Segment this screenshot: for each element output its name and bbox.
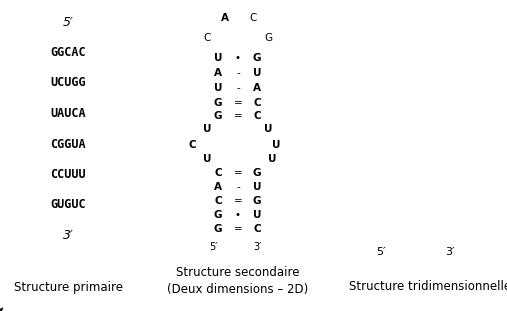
Text: G: G [253, 196, 261, 206]
Text: U: U [272, 140, 280, 150]
Text: G: G [264, 33, 272, 43]
Text: 5′: 5′ [209, 242, 218, 252]
Text: 3′: 3′ [445, 247, 455, 257]
Text: UAUCA: UAUCA [50, 107, 86, 120]
Text: 3′: 3′ [254, 242, 262, 252]
Text: C: C [203, 33, 211, 43]
Text: (Deux dimensions – 2D): (Deux dimensions – 2D) [167, 284, 309, 296]
Text: C: C [253, 111, 261, 121]
Text: 5′: 5′ [62, 16, 74, 29]
Text: CGGUA: CGGUA [50, 137, 86, 151]
Text: U: U [253, 68, 261, 78]
Text: 3′: 3′ [62, 229, 74, 242]
Text: U: U [214, 53, 222, 63]
Text: =: = [234, 98, 242, 108]
Text: Structure secondaire: Structure secondaire [176, 266, 300, 278]
Text: U: U [214, 83, 222, 93]
Text: =: = [234, 224, 242, 234]
Text: 5′: 5′ [376, 247, 386, 257]
Text: -: - [236, 182, 240, 192]
Text: •: • [235, 210, 241, 220]
Text: =: = [234, 111, 242, 121]
Text: C: C [188, 140, 196, 150]
Text: =: = [234, 196, 242, 206]
Text: G: G [253, 168, 261, 178]
Text: G: G [214, 98, 222, 108]
Text: C: C [214, 168, 222, 178]
Text: A: A [221, 13, 229, 23]
Text: Structure primaire: Structure primaire [14, 281, 123, 295]
Text: GUGUC: GUGUC [50, 198, 86, 211]
Text: C: C [214, 196, 222, 206]
Text: -: - [236, 83, 240, 93]
Text: U: U [268, 154, 276, 164]
Text: =: = [234, 168, 242, 178]
Text: Structure tridimensionnelle: Structure tridimensionnelle [349, 281, 507, 294]
Text: U: U [253, 182, 261, 192]
Text: U: U [203, 154, 211, 164]
Text: C: C [253, 98, 261, 108]
Text: A: A [253, 83, 261, 93]
Text: G: G [214, 111, 222, 121]
Text: U: U [203, 124, 211, 134]
Text: C: C [249, 13, 257, 23]
Text: GGCAC: GGCAC [50, 46, 86, 59]
Text: -: - [236, 68, 240, 78]
Text: G: G [214, 224, 222, 234]
Text: U: U [264, 124, 272, 134]
Text: CCUUU: CCUUU [50, 168, 86, 181]
Text: G: G [253, 53, 261, 63]
Text: G: G [214, 210, 222, 220]
Text: •: • [235, 53, 241, 63]
Text: A: A [214, 182, 222, 192]
Text: C: C [253, 224, 261, 234]
Text: UCUGG: UCUGG [50, 77, 86, 90]
Text: U: U [253, 210, 261, 220]
Text: A: A [214, 68, 222, 78]
